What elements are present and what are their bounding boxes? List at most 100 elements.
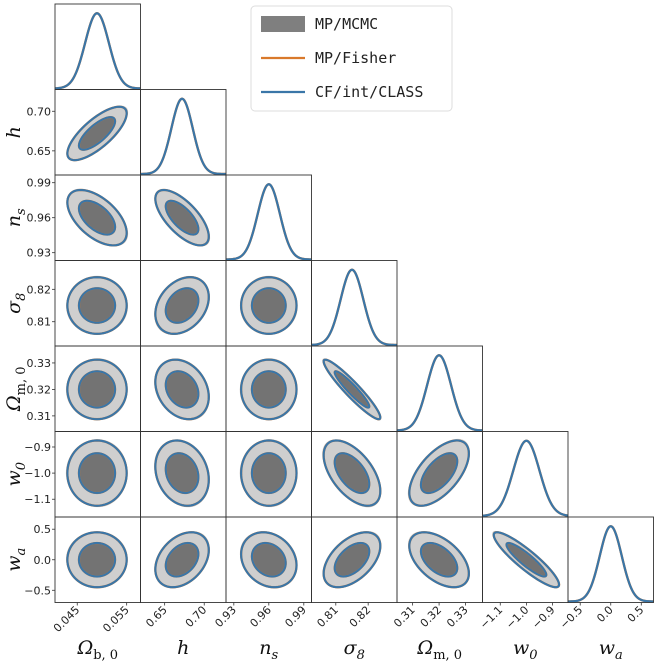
x-tick-label: 0.93 bbox=[212, 603, 239, 630]
classfish-contour-2sigma bbox=[240, 439, 298, 507]
x-tick-label: 0.70 bbox=[183, 603, 210, 630]
panel-frame bbox=[396, 345, 483, 432]
mcmc-contour-1sigma bbox=[165, 453, 199, 494]
panel-h-w_0 bbox=[140, 431, 227, 518]
diag-panel-w_a: −0.5 0.0 0.5 bbox=[557, 516, 654, 632]
panel-h-w_a: 0.65 0.70 bbox=[140, 516, 227, 630]
x-tick-label: 0.82 bbox=[347, 603, 374, 630]
classfish-contour-1sigma bbox=[164, 199, 200, 236]
y-tick-label: −1.0 bbox=[24, 467, 51, 480]
mcmc-contour-1sigma bbox=[334, 371, 370, 408]
classfish-contour-2sigma bbox=[240, 358, 298, 421]
panel-frame bbox=[482, 431, 569, 518]
panel-n_s-w_0 bbox=[225, 431, 312, 518]
panel-Omega_m0-w_a: 0.31 0.32 0.33 bbox=[391, 516, 483, 630]
legend-label: MP/Fisher bbox=[315, 49, 396, 67]
mcmc-contour-1sigma bbox=[79, 288, 116, 323]
fisher-1d-curve bbox=[140, 97, 226, 175]
classfish-contour-2sigma bbox=[154, 358, 210, 421]
mcmc-contour-1sigma bbox=[334, 453, 370, 494]
classfish-contour-2sigma bbox=[322, 358, 382, 421]
classfish-contour-2sigma bbox=[408, 531, 470, 589]
legend-entry-0: MP/MCMC bbox=[261, 15, 378, 33]
classfish-contour-2sigma bbox=[154, 531, 210, 589]
x-tick-label: 0.0 bbox=[594, 603, 616, 625]
mcmc-contour-1sigma bbox=[165, 288, 199, 323]
y-tick-label: 0.31 bbox=[27, 410, 52, 423]
diag-panel-Omega_b0 bbox=[54, 3, 141, 90]
x-tick-label: 0.99 bbox=[282, 603, 309, 630]
panel-n_s-Omega_m0 bbox=[225, 345, 312, 432]
y-tick-label: 0.33 bbox=[27, 357, 52, 370]
y-axis-label-w_0: w0 bbox=[3, 462, 29, 487]
legend: MP/MCMC MP/Fisher CF/int/CLASS bbox=[250, 5, 453, 112]
classfish-contour-1sigma bbox=[333, 452, 371, 495]
classfish-contour-2sigma bbox=[240, 531, 298, 589]
x-tick-label: 0.96 bbox=[247, 603, 274, 630]
x-tick-label: 0.5 bbox=[625, 603, 647, 625]
classfish-contour-1sigma bbox=[505, 541, 548, 578]
classfish-1d-curve bbox=[482, 439, 568, 517]
classfish-1d-curve bbox=[311, 268, 397, 346]
classfish-contour-1sigma bbox=[77, 287, 117, 324]
classfish-contour-1sigma bbox=[250, 370, 287, 409]
classfish-contour-1sigma bbox=[77, 199, 117, 236]
panel-Omega_b0-sigma_8: 0.81 0.82 bbox=[27, 260, 141, 347]
mcmc-contour-1sigma bbox=[165, 543, 199, 577]
x-axis-label-Omega_b0: Ωb, 0 bbox=[76, 637, 118, 663]
fisher-1d-curve bbox=[55, 12, 141, 90]
x-tick-label: 0.33 bbox=[444, 603, 471, 630]
y-tick-label: 0.99 bbox=[27, 177, 52, 190]
classfish-contour-1sigma bbox=[164, 287, 200, 324]
fisher-1d-curve bbox=[482, 439, 568, 517]
classfish-contour-2sigma bbox=[66, 358, 128, 421]
classfish-contour-2sigma bbox=[66, 439, 128, 507]
x-tick-label: −1.1 bbox=[477, 603, 505, 631]
legend-entry-1: MP/Fisher bbox=[261, 49, 396, 67]
classfish-1d-curve bbox=[397, 354, 483, 432]
legend-entry-2: CF/int/CLASS bbox=[261, 83, 423, 101]
classfish-contour-2sigma bbox=[492, 531, 561, 589]
y-axis-label-n_s: ns bbox=[3, 208, 29, 227]
y-tick-label: −0.5 bbox=[24, 584, 51, 597]
classfish-contour-1sigma bbox=[419, 452, 459, 495]
diag-panel-Omega_m0 bbox=[396, 345, 483, 432]
x-tick-label: 0.32 bbox=[418, 603, 445, 630]
mcmc-contour-1sigma bbox=[78, 453, 115, 494]
classfish-contour-2sigma bbox=[322, 439, 382, 507]
classfish-contour-2sigma bbox=[154, 276, 210, 335]
classfish-contour-1sigma bbox=[164, 541, 200, 578]
fisher-1d-curve bbox=[226, 183, 312, 261]
y-tick-label: −1.1 bbox=[24, 493, 51, 506]
classfish-contour-1sigma bbox=[250, 452, 287, 495]
fisher-1d-curve bbox=[568, 525, 654, 603]
y-axis-label-Omega_m0: Ωm, 0 bbox=[3, 366, 29, 412]
panel-h-n_s bbox=[140, 174, 227, 261]
x-tick-label: −1.0 bbox=[503, 603, 531, 631]
classfish-contour-1sigma bbox=[77, 541, 117, 578]
mcmc-contour-1sigma bbox=[78, 371, 115, 408]
fisher-1d-curve bbox=[311, 268, 397, 346]
x-axis-label-n_s: ns bbox=[259, 637, 278, 663]
classfish-1d-curve bbox=[55, 12, 141, 90]
mcmc-contour-1sigma bbox=[506, 542, 547, 577]
legend-box bbox=[250, 5, 453, 112]
fisher-1d-curve bbox=[397, 354, 483, 432]
classfish-contour-1sigma bbox=[250, 541, 287, 578]
x-tick-label: 0.81 bbox=[314, 603, 341, 630]
classfish-contour-2sigma bbox=[322, 531, 382, 589]
legend-label: CF/int/CLASS bbox=[315, 83, 423, 101]
y-tick-label: 0.82 bbox=[27, 283, 52, 296]
x-axis-label-h: h bbox=[177, 637, 189, 659]
classfish-contour-2sigma bbox=[66, 105, 128, 162]
classfish-contour-1sigma bbox=[333, 541, 371, 578]
x-tick-label: −0.5 bbox=[557, 603, 585, 631]
diag-panel-w_0 bbox=[482, 431, 569, 518]
panel-frame bbox=[140, 89, 227, 176]
panel-sigma_8-w_a: 0.81 0.82 bbox=[311, 516, 398, 630]
x-tick-label: 0.31 bbox=[391, 603, 418, 630]
legend-label: MP/MCMC bbox=[315, 15, 378, 33]
mcmc-contour-1sigma bbox=[251, 543, 286, 577]
classfish-contour-1sigma bbox=[77, 452, 117, 495]
